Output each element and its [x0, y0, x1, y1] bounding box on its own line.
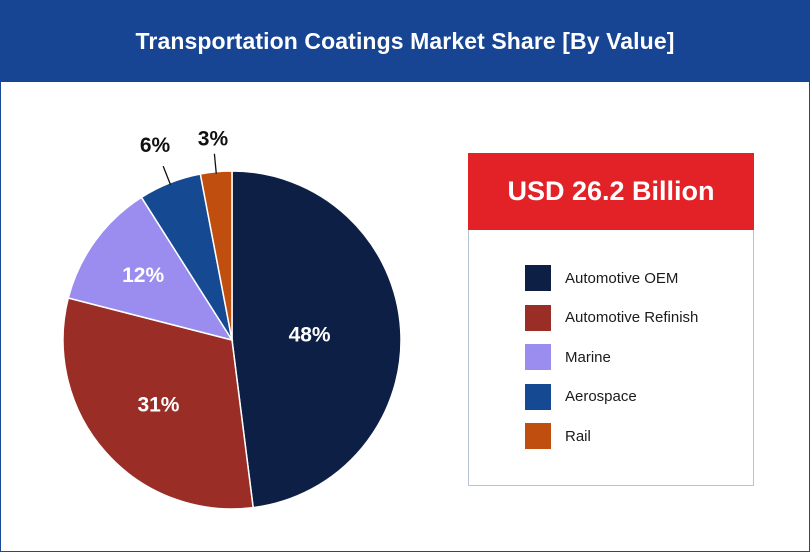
chart-header: Transportation Coatings Market Share [By… — [0, 0, 810, 82]
pie-chart: 48% 31% 12% 6% 3% — [62, 127, 402, 510]
legend-item-rail: Rail — [525, 423, 698, 449]
legend-label: Aerospace — [565, 388, 637, 405]
data-label-automotive-refinish: 31% — [137, 393, 179, 416]
legend-panel: USD 26.2 Billion Automotive OEM Automoti… — [468, 153, 754, 486]
legend: Automotive OEM Automotive Refinish Marin… — [525, 265, 698, 463]
legend-label: Marine — [565, 348, 611, 366]
legend-item-automotive-oem: Automotive OEM — [525, 265, 698, 291]
pie-slice-automotive-oem — [231, 170, 402, 509]
legend-item-automotive-refinish: Automotive Refinish — [525, 304, 699, 331]
pie-slice-automotive-refinish — [62, 297, 255, 510]
data-label-aerospace: 6% — [140, 134, 171, 157]
leader-line-aerospace — [162, 165, 172, 185]
legend-swatch — [525, 344, 551, 370]
legend-swatch — [525, 304, 551, 331]
legend-label: Rail — [565, 427, 591, 445]
data-label-marine: 12% — [122, 264, 164, 287]
pie-slice-marine — [67, 196, 234, 342]
legend-swatch — [525, 383, 551, 410]
chart-title: Transportation Coatings Market Share [By… — [135, 27, 675, 54]
legend-swatch — [525, 423, 551, 449]
legend-label: Automotive OEM — [565, 269, 679, 287]
legend-label: Automotive Refinish — [565, 309, 699, 326]
legend-swatch — [525, 265, 551, 291]
market-value-label: USD 26.2 Billion — [507, 176, 715, 206]
leader-line-rail — [213, 153, 217, 174]
legend-item-aerospace: Aerospace — [525, 383, 698, 410]
data-label-automotive-oem: 48% — [289, 324, 331, 347]
data-label-rail: 3% — [198, 127, 229, 150]
legend-item-marine: Marine — [525, 344, 698, 370]
market-value-banner: USD 26.2 Billion — [468, 153, 754, 230]
